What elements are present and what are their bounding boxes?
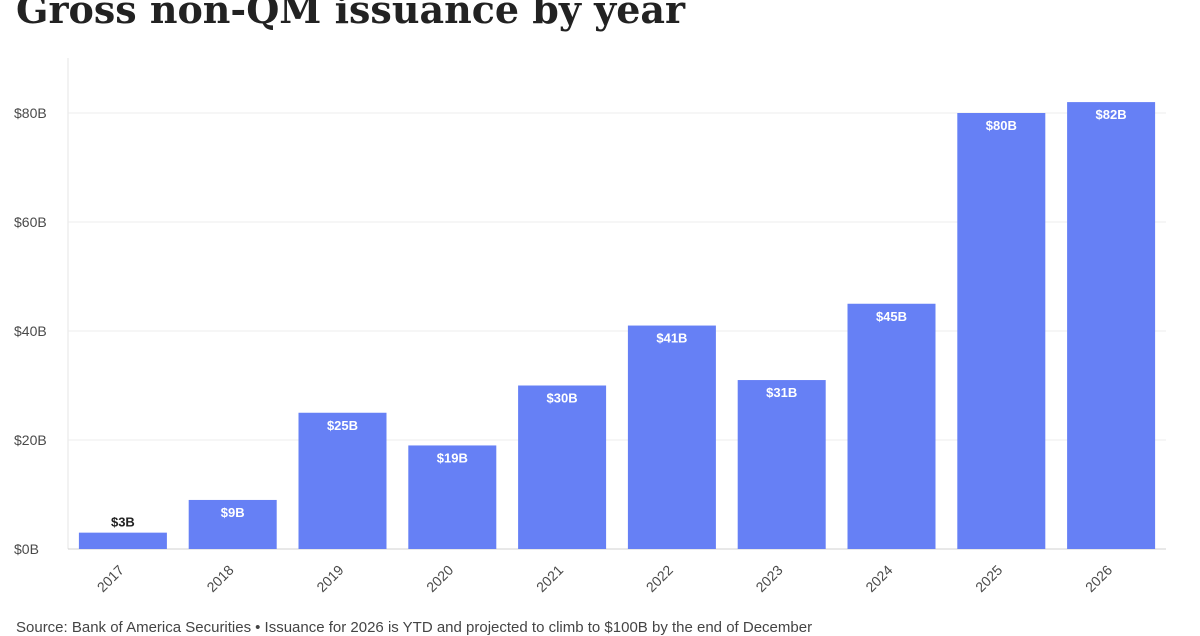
bar [957,113,1046,549]
x-axis: 2017 2018 2019 2020 2021 2022 2023 2024 2025 2026 [94,562,1116,595]
bar [78,532,167,549]
source-footnote: • Issuance for 2026 is YTD and projected… [255,619,813,636]
y-tick-label: $40B [14,323,47,339]
data-label: $30B [547,391,578,406]
data-label: $45B [876,309,907,324]
chart-title: Gross non-QM issuance by year [16,0,686,32]
x-tick-label: 2023 [752,562,785,595]
bar [518,385,607,549]
x-tick-label: 2022 [643,562,676,595]
x-tick-label: 2024 [862,562,895,595]
data-label: $31B [766,385,797,400]
bar [627,325,716,549]
data-label: $9B [221,505,245,520]
source-label: Source: Bank of America Securities [16,619,252,636]
bar [298,412,387,549]
y-tick-label: $20B [14,432,47,448]
y-tick-label: $0B [14,541,39,557]
x-tick-label: 2017 [94,562,127,595]
x-tick-label: 2018 [203,562,236,595]
bar [408,445,497,549]
x-tick-label: 2025 [972,562,1005,595]
data-label: $82B [1096,107,1127,122]
data-label: $41B [656,331,687,346]
bars [78,102,1156,549]
x-tick-label: 2021 [533,562,566,595]
data-label: $19B [437,450,468,465]
x-tick-label: 2020 [423,562,456,595]
y-axis: $0B $20B $40B $60B $80B [14,105,47,557]
y-tick-label: $60B [14,214,47,230]
bar [847,303,936,549]
data-labels: $3B $9B $25B $19B $30B $41B $31B $45B $80B $82B [111,107,1127,530]
y-tick-label: $80B [14,105,47,121]
data-label: $25B [327,418,358,433]
x-tick-label: 2026 [1082,562,1115,595]
bar [737,380,826,549]
data-label: $3B [111,515,135,530]
bar [188,499,277,549]
bar [1067,102,1156,549]
data-label: $80B [986,118,1017,133]
x-tick-label: 2019 [313,562,346,595]
source-note: Source: Bank of America Securities • Issu… [16,619,816,636]
